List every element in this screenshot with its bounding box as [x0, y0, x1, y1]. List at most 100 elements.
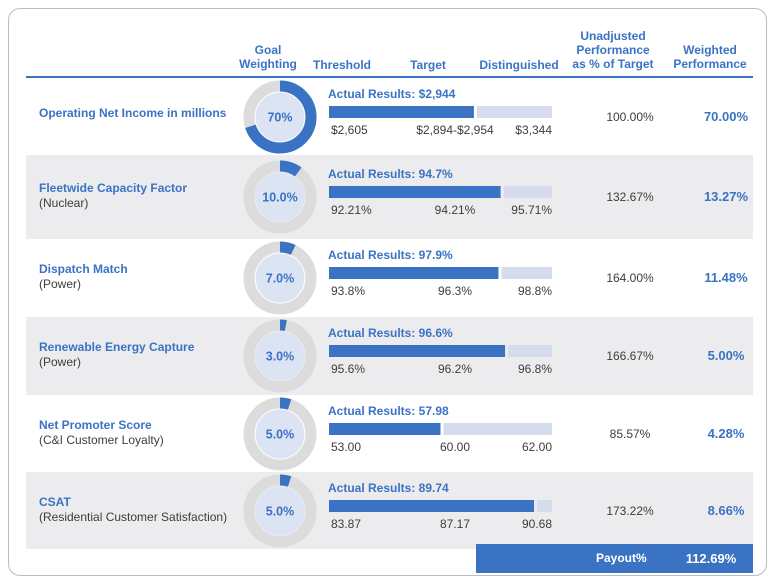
donut-weight-label: 5.0%: [266, 504, 295, 518]
unadjusted-performance: 132.67%: [606, 190, 654, 204]
metric-name: CSAT: [39, 494, 71, 509]
header-distinguished: Distinguished: [479, 58, 559, 72]
weighting-donut: 7.0%: [243, 241, 317, 315]
donut-weight-arc: [243, 80, 317, 154]
weighted-performance: 13.27%: [703, 189, 749, 204]
header-threshold: Threshold: [313, 58, 372, 72]
weighted-performance: 5.00%: [707, 348, 745, 363]
donut-center: [255, 486, 305, 535]
distinguished-value: 98.8%: [517, 284, 552, 298]
donut-weight-arc: [243, 160, 317, 234]
header-divider: [26, 76, 753, 78]
payout-bar: Payout% 112.69%: [476, 544, 753, 573]
table-row: CSAT (Residential Customer Satisfaction) 5…: [26, 472, 753, 549]
threshold-value: 93.8%: [331, 284, 366, 298]
weighting-donut: 3.0%: [243, 319, 317, 393]
table-row: Operating Net Income in millions 70% Actua…: [26, 79, 753, 155]
metric-subtitle: (Residential Customer Satisfaction): [39, 509, 228, 524]
donut-center: [255, 253, 305, 303]
payout-label: Payout%: [596, 551, 647, 565]
weighting-donut: 70%: [243, 80, 317, 154]
threshold-value: $2,605: [331, 123, 368, 137]
donut-weight-arc: [243, 241, 317, 315]
header-goal-weighting: Goal Weighting: [239, 43, 297, 71]
actual-results-bar: [329, 498, 552, 513]
donut-weight-label: 10.0%: [262, 191, 297, 205]
actual-results-bar: [329, 105, 552, 119]
weighting-donut: 5.0%: [243, 397, 317, 470]
donut-weight-label: 7.0%: [266, 272, 295, 286]
actual-results-bar: [329, 185, 552, 199]
donut-center: [255, 92, 305, 142]
donut-weight-arc: [243, 474, 317, 547]
actual-results-label: Actual Results: $2,944: [328, 87, 456, 101]
bar-fill: [329, 267, 499, 279]
table-row: Net Promoter Score (C&I Customer Loyalty)…: [26, 395, 753, 472]
table-row: Renewable Energy Capture (Power) 3.0% Actua…: [26, 317, 753, 395]
bar-gap: [473, 105, 477, 119]
actual-results-bar: [329, 421, 552, 436]
actual-results-label: Actual Results: 89.74: [328, 480, 449, 495]
target-value: 87.17: [439, 516, 471, 531]
metric-name: Renewable Energy Capture: [39, 340, 195, 354]
header-target: Target: [410, 58, 446, 72]
performance-card: Goal Weighting Threshold Target Distingu…: [8, 8, 767, 576]
donut-weight-label: 3.0%: [266, 350, 295, 364]
header-unadjusted: Unadjusted Performance as % of Target: [572, 29, 654, 71]
metric-name: Net Promoter Score: [39, 417, 152, 432]
donut-center: [255, 172, 305, 222]
bar-gap: [500, 185, 504, 199]
metric-subtitle: (Nuclear): [39, 196, 89, 210]
bar-gap: [440, 421, 444, 436]
weighted-performance: 8.66%: [707, 502, 745, 518]
header-weighted: Weighted Performance: [673, 43, 747, 71]
distinguished-value: 96.8%: [517, 362, 552, 376]
donut-weight-label: 70%: [267, 111, 292, 125]
threshold-value: 92.21%: [331, 203, 372, 217]
target-value: 60.00: [439, 439, 471, 454]
target-value: $2,894-$2,954: [416, 123, 494, 137]
target-value: 94.21%: [434, 203, 476, 217]
table-row: Dispatch Match (Power) 7.0% Actual Results:…: [26, 239, 753, 317]
metric-subtitle: (C&I Customer Loyalty): [39, 432, 164, 447]
metric-subtitle: (Power): [39, 277, 82, 291]
actual-results-label: Actual Results: 57.98: [328, 403, 449, 418]
weighting-donut: 10.0%: [243, 160, 317, 234]
target-value: 96.3%: [437, 284, 473, 298]
weighted-performance: 11.48%: [704, 270, 748, 285]
actual-results-bar: [329, 344, 552, 358]
weighting-donut: 5.0%: [243, 474, 317, 547]
weighted-performance: 4.28%: [707, 425, 745, 441]
bar-fill: [329, 106, 474, 118]
unadjusted-performance: 164.00%: [606, 271, 654, 285]
distinguished-value: 95.71%: [511, 203, 552, 217]
actual-results-label: Actual Results: 94.7%: [328, 167, 453, 181]
metric-name: Operating Net Income in millions: [39, 106, 227, 120]
unadjusted-performance: 166.67%: [606, 349, 654, 363]
bar-fill: [329, 499, 535, 512]
unadjusted-performance: 173.22%: [606, 503, 654, 518]
weighted-performance: 70.00%: [703, 109, 749, 124]
donut-weight-label: 5.0%: [266, 427, 295, 441]
metric-name: Fleetwide Capacity Factor: [39, 181, 188, 195]
actual-results-label: Actual Results: 97.9%: [328, 248, 453, 262]
bar-fill: [329, 422, 441, 435]
donut-center: [255, 409, 305, 458]
donut-center: [255, 331, 305, 381]
metric-subtitle: (Power): [39, 355, 82, 369]
unadjusted-performance: 85.57%: [609, 426, 651, 441]
threshold-value: 53.00: [331, 439, 362, 454]
actual-results-bar: [329, 266, 552, 280]
distinguished-value: 62.00: [521, 439, 552, 454]
bar-gap: [498, 266, 502, 280]
distinguished-value: $3,344: [515, 123, 552, 137]
actual-results-label: Actual Results: 96.6%: [328, 326, 453, 340]
donut-weight-arc: [243, 397, 317, 470]
metric-name: Dispatch Match: [39, 262, 128, 276]
bar-gap: [534, 498, 538, 513]
bar-fill: [329, 186, 501, 198]
distinguished-value: 90.68: [521, 516, 552, 531]
table-row: Fleetwide Capacity Factor (Nuclear) 10.0% A…: [26, 155, 753, 239]
bar-gap: [505, 344, 509, 358]
donut-weight-arc: [243, 319, 317, 393]
